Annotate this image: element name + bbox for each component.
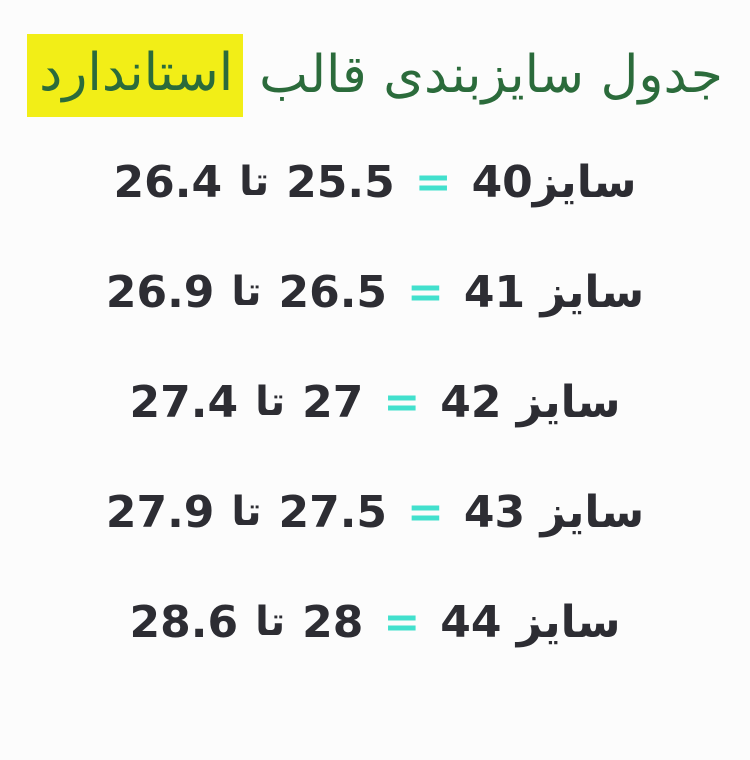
range-to: 27.4 bbox=[129, 376, 239, 428]
size-label: سایز40 bbox=[471, 156, 637, 208]
page-title: جدول سایزبندی قالب استاندارد bbox=[0, 34, 750, 118]
range-to-word: تا bbox=[239, 159, 270, 206]
size-row-41: سایز 41 = 26.5 تا 26.9 bbox=[0, 261, 750, 323]
title-text: جدول سایزبندی قالب bbox=[259, 45, 723, 105]
size-label: سایز 44 bbox=[440, 596, 621, 648]
range-from: 27 bbox=[302, 376, 364, 428]
size-table: سایز40 = 25.5 تا 26.4 سایز 41 = 26.5 تا … bbox=[0, 151, 750, 653]
range-to-word: تا bbox=[231, 489, 262, 536]
size-row-42: سایز 42 = 27 تا 27.4 bbox=[0, 371, 750, 433]
range-to: 26.9 bbox=[105, 266, 215, 318]
size-chart-page: جدول سایزبندی قالب استاندارد سایز40 = 25… bbox=[0, 34, 750, 760]
range-to: 28.6 bbox=[129, 596, 239, 648]
range-from: 25.5 bbox=[286, 156, 395, 208]
equals-sign: = bbox=[407, 266, 444, 318]
range-to-word: تا bbox=[255, 599, 286, 646]
range-to: 26.4 bbox=[113, 156, 223, 208]
size-row-43: سایز 43 = 27.5 تا 27.9 bbox=[0, 481, 750, 543]
size-row-40: سایز40 = 25.5 تا 26.4 bbox=[0, 151, 750, 213]
size-label: سایز 43 bbox=[463, 486, 645, 538]
size-row-44: سایز 44 = 28 تا 28.6 bbox=[0, 591, 750, 653]
size-label: سایز 42 bbox=[440, 376, 621, 428]
equals-sign: = bbox=[383, 596, 421, 648]
range-from: 28 bbox=[302, 596, 364, 648]
equals-sign: = bbox=[383, 376, 421, 428]
title-highlighted-word: استاندارد bbox=[27, 34, 244, 118]
range-to-word: تا bbox=[255, 379, 286, 426]
range-from: 27.5 bbox=[278, 486, 388, 538]
range-from: 26.5 bbox=[278, 266, 388, 318]
range-to: 27.9 bbox=[105, 486, 215, 538]
size-label: سایز 41 bbox=[463, 266, 645, 318]
range-to-word: تا bbox=[231, 269, 262, 316]
equals-sign: = bbox=[407, 486, 444, 538]
equals-sign: = bbox=[414, 156, 452, 208]
